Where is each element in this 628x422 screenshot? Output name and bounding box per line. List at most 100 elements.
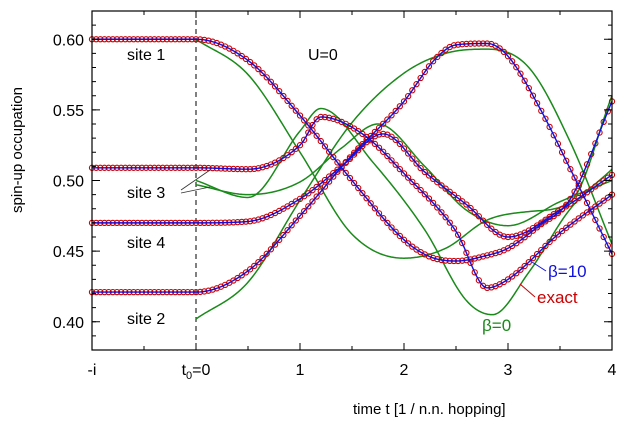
exact-point-site-4 — [459, 198, 466, 205]
exact-point-site-3 — [546, 238, 553, 246]
exact-point-site-1 — [296, 112, 304, 119]
exact-point-site-4 — [400, 145, 408, 152]
exact-point-site-1 — [579, 171, 587, 178]
line-site-4 — [92, 133, 613, 238]
exact-point-site-1 — [284, 97, 291, 105]
y-axis-label: spin-up occupation — [9, 87, 26, 213]
exact-point-site-1 — [367, 200, 374, 207]
exact-point-site-2 — [259, 254, 266, 262]
legend-beta0: β=0 — [482, 316, 511, 335]
exact-point-site-3 — [388, 157, 395, 164]
exact-point-site-2 — [400, 98, 408, 105]
exact-point-site-1 — [271, 83, 279, 90]
exact-point-site-1 — [334, 159, 341, 166]
exact-point-site-2 — [583, 199, 591, 207]
line-site-1 — [92, 38, 613, 262]
legend-exact: exact — [537, 288, 578, 307]
exact-point-site-3 — [583, 209, 591, 216]
exact-point-site-3 — [375, 144, 383, 151]
exact-point-site-2 — [542, 115, 549, 122]
exact-point-site-2 — [263, 250, 270, 257]
exact-point-site-2 — [421, 68, 428, 76]
y-tick-label: 0.55 — [53, 103, 84, 120]
exact-point-site-1 — [392, 228, 399, 235]
site-3-pointer-2 — [180, 186, 211, 194]
exact-point-site-1 — [521, 234, 528, 241]
exact-point-site-4 — [301, 193, 308, 200]
y-tick-label: 0.45 — [53, 244, 84, 261]
exact-point-site-1 — [325, 148, 333, 155]
exact-point-site-1 — [263, 74, 270, 81]
exact-point-site-4 — [583, 189, 591, 196]
exact-point-site-2 — [417, 74, 424, 82]
exact-point-site-2 — [413, 81, 420, 88]
exact-point-site-2 — [375, 124, 383, 131]
exact-point-site-3 — [567, 221, 574, 228]
exact-point-site-3 — [513, 270, 520, 277]
y-tick-label: 0.50 — [53, 174, 84, 191]
exact-point-site-2 — [392, 107, 399, 115]
series-beta10 — [92, 38, 613, 293]
exact-point-site-3 — [554, 231, 562, 238]
exact-point-site-3 — [425, 195, 433, 202]
exact-point-site-4 — [396, 140, 403, 148]
exact-point-site-3 — [471, 269, 478, 276]
exact-point-site-4 — [575, 194, 582, 202]
exact-point-site-1 — [384, 219, 391, 227]
exact-point-site-3 — [538, 246, 545, 254]
exact-point-site-3 — [558, 227, 566, 235]
exact-point-site-2 — [380, 120, 387, 127]
exact-point-site-1 — [388, 224, 395, 231]
exact-point-site-2 — [563, 157, 570, 164]
exact-point-site-2 — [255, 258, 262, 266]
exact-point-site-1 — [517, 237, 524, 244]
exact-point-site-3 — [405, 174, 412, 181]
exact-point-site-4 — [305, 190, 312, 197]
exact-point-site-3 — [400, 170, 408, 177]
exact-point-site-1 — [583, 161, 591, 168]
exact-point-site-1 — [513, 240, 520, 247]
y-tick-label: 0.60 — [53, 32, 84, 49]
exact-point-site-3 — [463, 249, 470, 256]
annotation-site-2: site 2 — [127, 311, 165, 328]
exact-point-site-1 — [375, 210, 383, 217]
exact-point-site-2 — [284, 227, 291, 234]
legend-beta10-pointer — [531, 261, 547, 272]
exact-point-site-1 — [355, 184, 362, 192]
exact-point-site-1 — [330, 153, 337, 161]
exact-point-site-1 — [251, 62, 258, 69]
exact-point-site-2 — [517, 70, 524, 77]
exact-point-site-4 — [479, 217, 487, 224]
exact-point-site-4 — [592, 183, 599, 190]
exact-point-site-2 — [288, 222, 295, 229]
exact-point-site-1 — [305, 122, 312, 129]
ticks-layer: -i t0=0 1 2 3 4 0.40 0.45 0.50 0.55 0.60 — [53, 11, 617, 382]
exact-point-site-4 — [321, 176, 329, 184]
exact-point-site-3 — [384, 152, 391, 160]
exact-point-site-3 — [459, 239, 466, 247]
annotation-site-1: site 1 — [127, 47, 165, 64]
exact-point-site-2 — [550, 132, 557, 139]
exact-point-site-4 — [413, 160, 420, 167]
exact-point-site-2 — [496, 45, 503, 52]
exact-point-site-1 — [405, 240, 412, 247]
exact-point-site-1 — [359, 189, 366, 197]
exact-point-site-1 — [288, 102, 295, 109]
exact-point-site-1 — [276, 88, 283, 95]
exact-point-site-2 — [434, 53, 441, 61]
exact-point-site-2 — [296, 212, 304, 219]
exact-point-site-4 — [338, 163, 345, 170]
x-tick-label: 1 — [296, 362, 305, 379]
exact-point-site-1 — [292, 107, 299, 114]
annotation-site-3: site 3 — [127, 185, 165, 202]
exact-point-site-1 — [242, 55, 250, 63]
exact-point-site-3 — [371, 140, 379, 148]
exact-point-site-1 — [525, 230, 532, 238]
exact-point-site-2 — [246, 266, 254, 273]
exact-point-site-3 — [529, 254, 537, 262]
exact-point-site-1 — [255, 65, 262, 73]
exact-point-site-2 — [604, 242, 611, 249]
exact-point-site-3 — [521, 262, 528, 270]
exact-point-site-2 — [238, 272, 245, 279]
